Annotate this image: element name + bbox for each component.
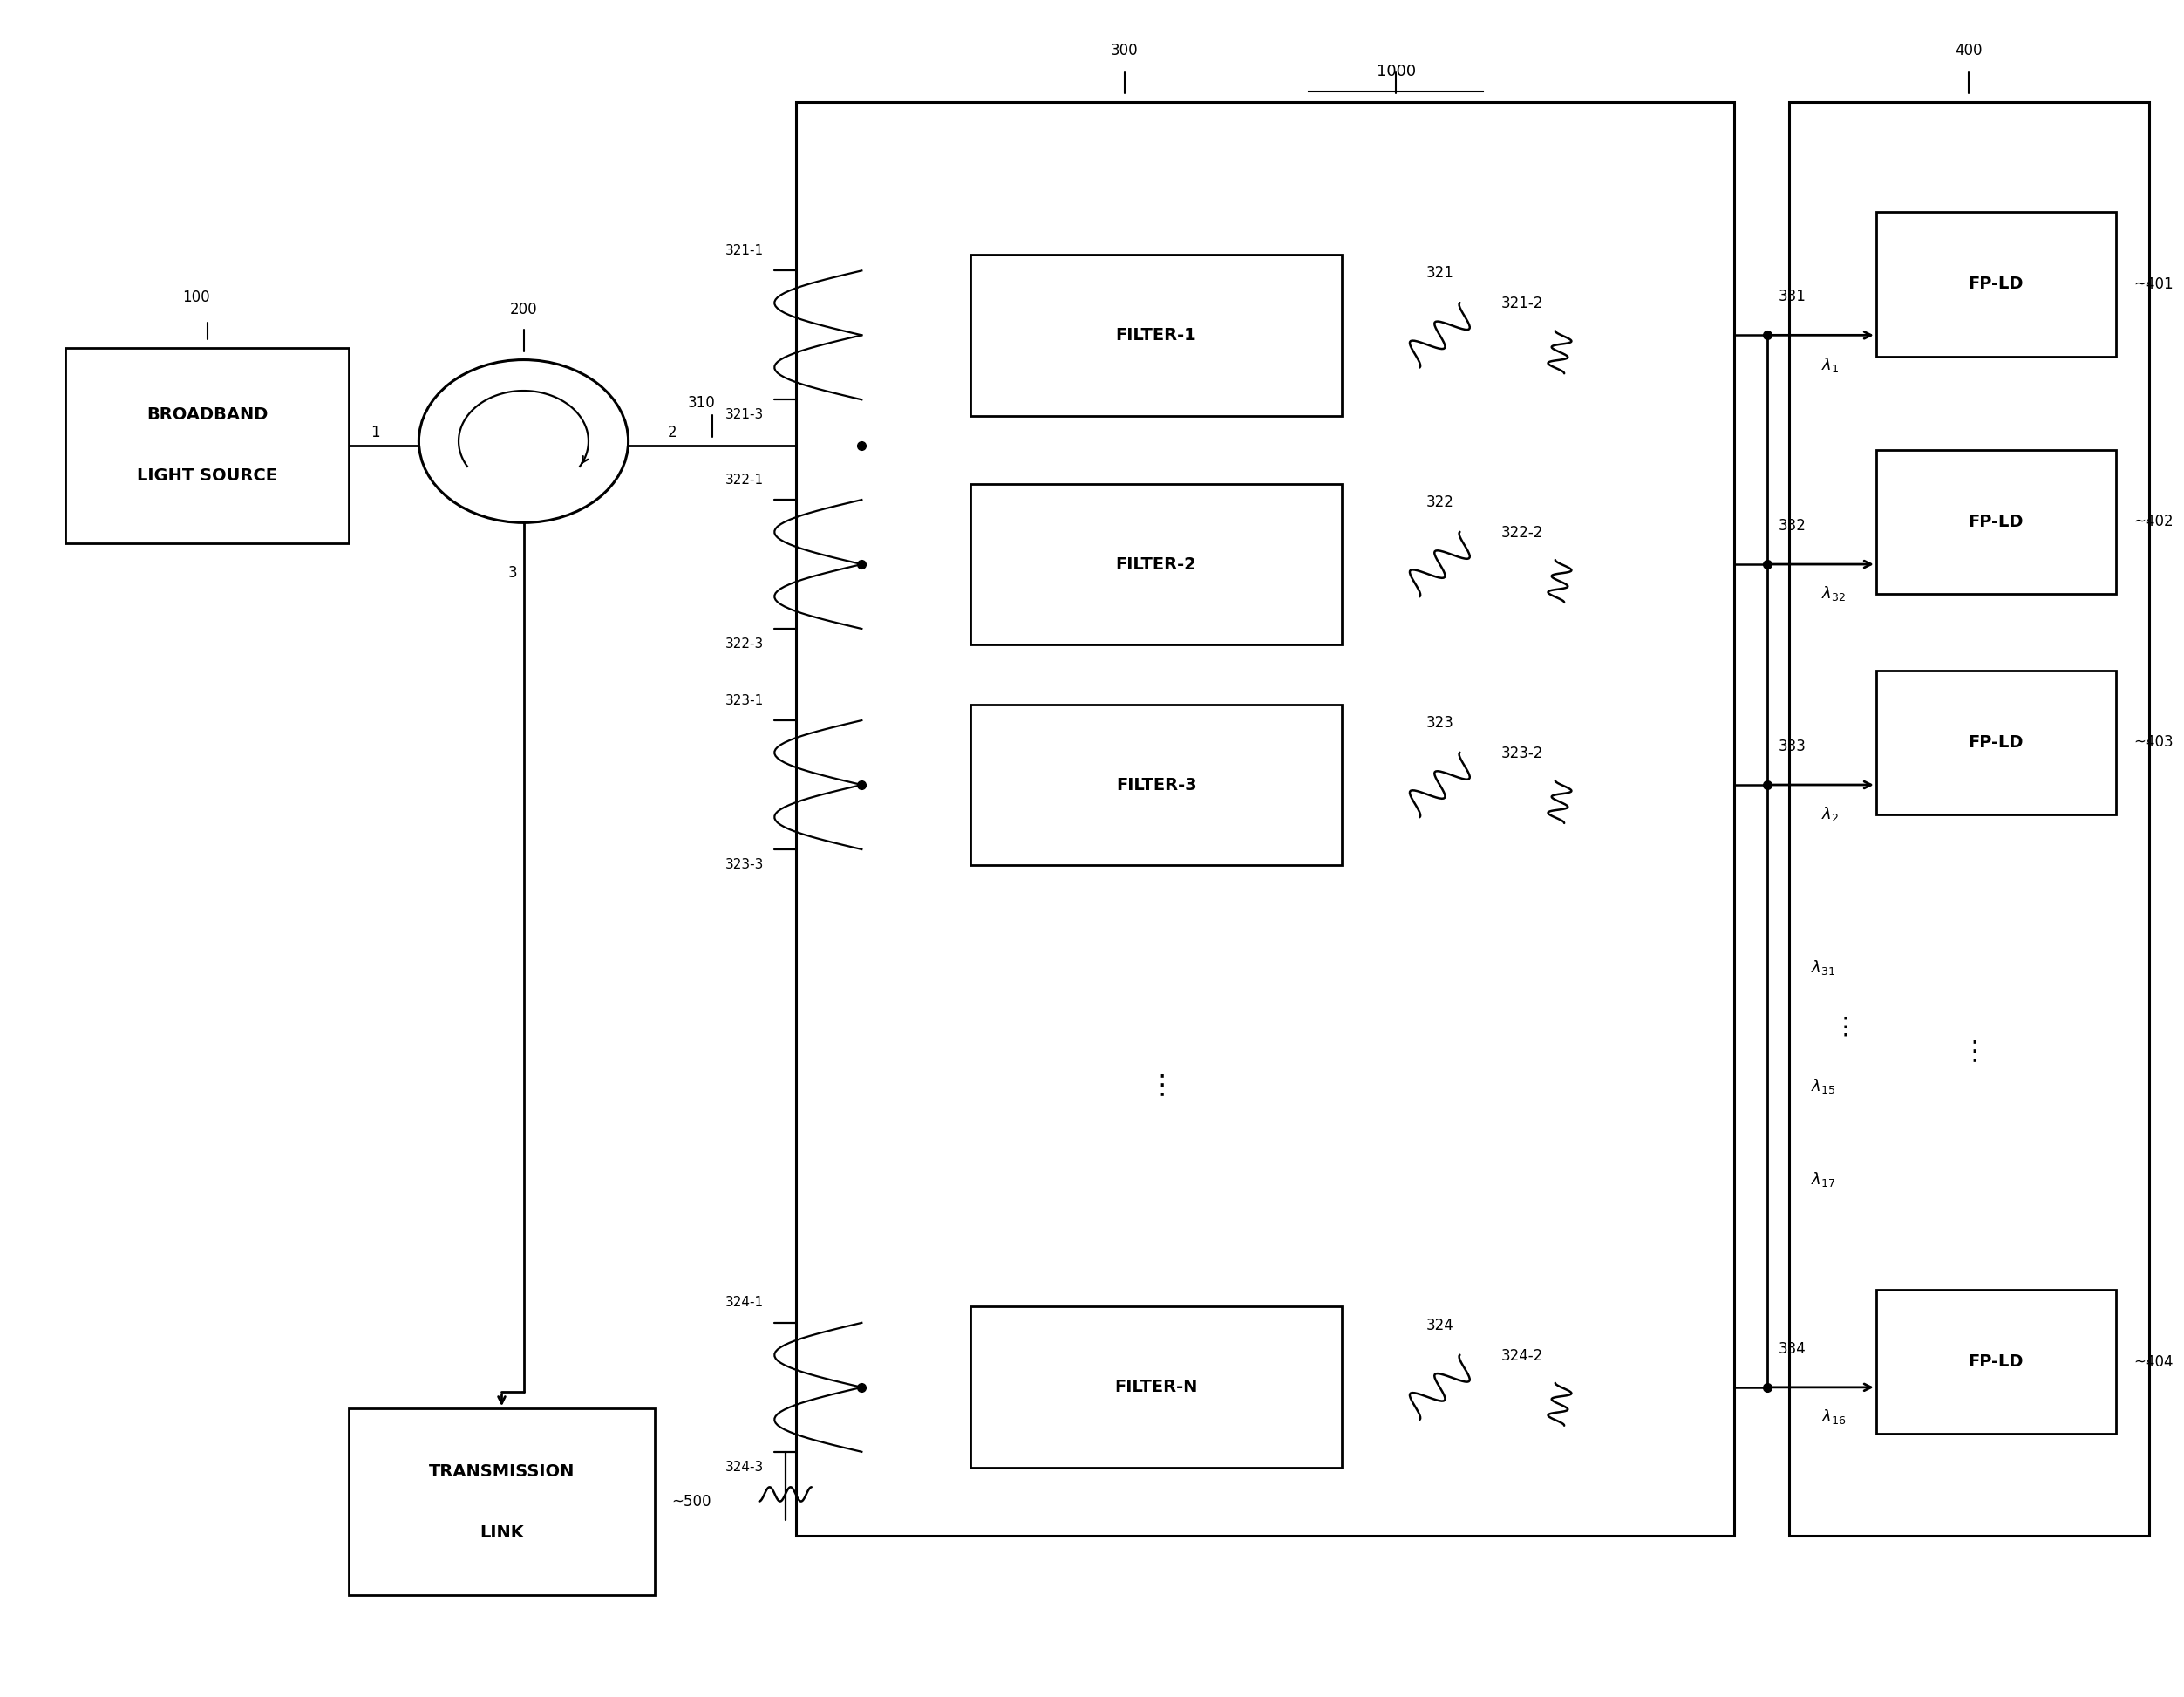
Text: FP-LD: FP-LD xyxy=(1968,277,2025,292)
Bar xyxy=(349,1409,655,1595)
Text: $\lambda_2$: $\lambda_2$ xyxy=(1821,806,1839,823)
Text: 3: 3 xyxy=(509,565,518,580)
Text: $\vdots$: $\vdots$ xyxy=(1832,1015,1848,1039)
Text: FILTER-3: FILTER-3 xyxy=(1116,777,1197,792)
Bar xyxy=(66,348,349,543)
Bar xyxy=(1876,670,2116,815)
Text: LINK: LINK xyxy=(480,1524,524,1541)
Text: 322-2: 322-2 xyxy=(1500,524,1544,540)
Text: $\lambda_{31}$: $\lambda_{31}$ xyxy=(1811,959,1835,976)
Text: LIGHT SOURCE: LIGHT SOURCE xyxy=(138,468,277,484)
Text: 200: 200 xyxy=(509,302,537,317)
Text: 323-2: 323-2 xyxy=(1500,745,1544,760)
Text: 321-3: 321-3 xyxy=(725,409,764,421)
Text: $\lambda_1$: $\lambda_1$ xyxy=(1821,356,1839,373)
Bar xyxy=(970,704,1341,865)
Text: 321-1: 321-1 xyxy=(725,244,764,256)
Text: ~401: ~401 xyxy=(2134,277,2173,292)
Text: 321-2: 321-2 xyxy=(1500,295,1544,311)
Text: FILTER-2: FILTER-2 xyxy=(1116,557,1197,572)
Text: $\vdots$: $\vdots$ xyxy=(1149,1074,1164,1098)
Text: 333: 333 xyxy=(1778,738,1806,753)
Text: $\lambda_{17}$: $\lambda_{17}$ xyxy=(1811,1171,1835,1188)
Text: FP-LD: FP-LD xyxy=(1968,514,2025,529)
Bar xyxy=(970,484,1341,645)
Text: 1: 1 xyxy=(371,424,380,441)
Text: 331: 331 xyxy=(1778,288,1806,305)
Text: 400: 400 xyxy=(1955,42,1983,59)
Text: 324-3: 324-3 xyxy=(725,1459,764,1473)
Text: 324: 324 xyxy=(1426,1317,1455,1334)
Bar xyxy=(1876,212,2116,356)
Text: 1000: 1000 xyxy=(1376,63,1415,80)
Bar xyxy=(797,102,1734,1536)
Text: 321: 321 xyxy=(1426,265,1455,280)
Text: 323: 323 xyxy=(1426,714,1455,730)
Bar xyxy=(970,1307,1341,1468)
Text: 322-1: 322-1 xyxy=(725,473,764,485)
Text: 334: 334 xyxy=(1778,1341,1806,1358)
Text: 322: 322 xyxy=(1426,494,1455,509)
Text: TRANSMISSION: TRANSMISSION xyxy=(428,1463,574,1480)
Bar xyxy=(1789,102,2149,1536)
Text: ~404: ~404 xyxy=(2134,1354,2173,1369)
Text: FILTER-N: FILTER-N xyxy=(1114,1380,1197,1395)
Text: FILTER-1: FILTER-1 xyxy=(1116,328,1197,343)
Bar xyxy=(970,255,1341,416)
Text: 300: 300 xyxy=(1112,42,1138,59)
Text: FP-LD: FP-LD xyxy=(1968,1354,2025,1369)
Text: ~403: ~403 xyxy=(2134,735,2173,750)
Text: 2: 2 xyxy=(668,424,677,441)
Text: ~402: ~402 xyxy=(2134,514,2173,529)
Bar xyxy=(1876,450,2116,594)
Text: 323-1: 323-1 xyxy=(725,694,764,706)
Text: 332: 332 xyxy=(1778,518,1806,533)
Text: 322-3: 322-3 xyxy=(725,638,764,650)
Bar xyxy=(1876,1290,2116,1434)
Text: 100: 100 xyxy=(183,288,210,305)
Text: 323-3: 323-3 xyxy=(725,857,764,871)
Text: FP-LD: FP-LD xyxy=(1968,735,2025,750)
Text: $\vdots$: $\vdots$ xyxy=(1961,1040,1977,1064)
Text: BROADBAND: BROADBAND xyxy=(146,407,269,423)
Text: $\lambda_{32}$: $\lambda_{32}$ xyxy=(1821,584,1845,602)
Text: 310: 310 xyxy=(688,395,714,411)
Text: $\lambda_{16}$: $\lambda_{16}$ xyxy=(1821,1409,1845,1425)
Text: ~500: ~500 xyxy=(673,1493,712,1510)
Text: 324-1: 324-1 xyxy=(725,1297,764,1310)
Text: 324-2: 324-2 xyxy=(1500,1347,1542,1364)
Text: $\lambda_{15}$: $\lambda_{15}$ xyxy=(1811,1078,1835,1095)
